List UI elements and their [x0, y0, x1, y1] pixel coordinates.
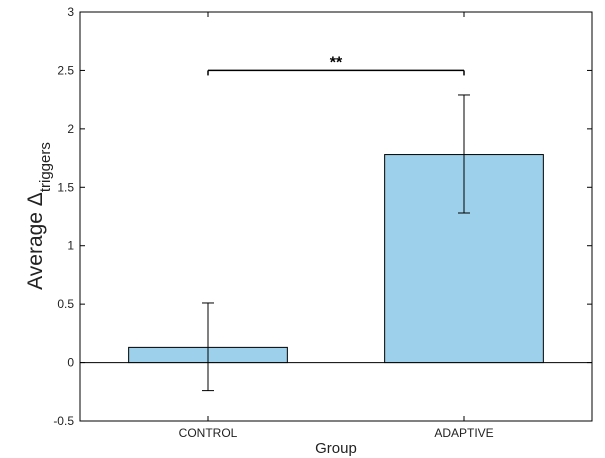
y-tick-label: 1	[67, 239, 74, 253]
significance-bracket: **	[207, 54, 465, 76]
y-tick-label: 2	[67, 122, 74, 136]
y-tick-label: 0	[67, 356, 74, 370]
y-axis-label-main: Average Δ	[24, 192, 47, 290]
y-tick-label: 3	[67, 5, 74, 19]
x-axis-label: Group	[315, 440, 357, 457]
x-tick-label-control: CONTROL	[179, 426, 238, 440]
y-tick-label: 0.5	[57, 297, 74, 311]
significance-label: **	[330, 54, 343, 71]
y-tick-label: 2.5	[57, 63, 74, 77]
y-axis-label-subscript: triggers	[37, 142, 54, 192]
error-bar-control	[202, 302, 214, 392]
y-axis-label: Average Δtriggers	[24, 142, 54, 290]
x-tick-label-adaptive: ADAPTIVE	[434, 426, 493, 440]
y-tick-label: -0.5	[53, 414, 74, 428]
y-tick-label: 1.5	[57, 180, 74, 194]
error-bar-adaptive	[458, 94, 470, 214]
